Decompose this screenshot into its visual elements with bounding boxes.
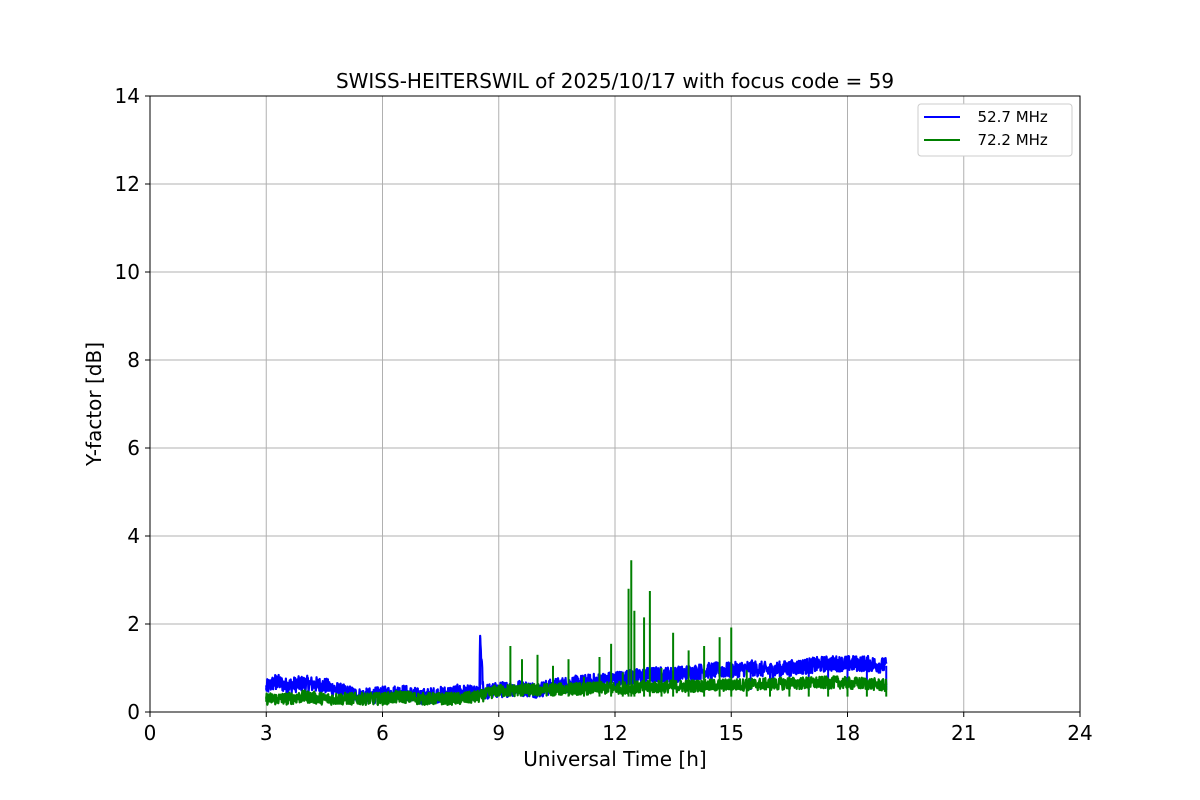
x-tick-label: 18 bbox=[835, 721, 860, 745]
x-tick-label: 24 bbox=[1067, 721, 1092, 745]
x-tick-label: 21 bbox=[951, 721, 976, 745]
series-layer bbox=[265, 560, 888, 707]
y-tick-label: 2 bbox=[127, 612, 140, 636]
y-tick-label: 0 bbox=[127, 700, 140, 724]
series-noise-band bbox=[265, 634, 888, 706]
legend-label-52-7-mhz: 52.7 MHz bbox=[968, 108, 1048, 126]
x-tick-label: 6 bbox=[376, 721, 389, 745]
x-tick-label: 15 bbox=[719, 721, 744, 745]
x-tick-label: 0 bbox=[144, 721, 157, 745]
y-tick-label: 12 bbox=[115, 172, 140, 196]
y-axis-label: Y-factor [dB] bbox=[82, 342, 106, 467]
x-tick-label: 12 bbox=[602, 721, 627, 745]
y-tick-label: 14 bbox=[115, 84, 140, 108]
series-72-2-mhz bbox=[265, 560, 888, 707]
legend: 52.7 MHz 72.2 MHz bbox=[917, 103, 1073, 157]
legend-label-72-2-mhz: 72.2 MHz bbox=[968, 131, 1048, 149]
y-tick-label: 8 bbox=[127, 348, 140, 372]
chart-title: SWISS-HEITERSWIL of 2025/10/17 with focu… bbox=[336, 69, 894, 93]
x-tick-label: 3 bbox=[260, 721, 273, 745]
y-tick-label: 4 bbox=[127, 524, 140, 548]
x-axis-label: Universal Time [h] bbox=[523, 747, 706, 771]
x-tick-label: 9 bbox=[492, 721, 505, 745]
series-noise-band bbox=[265, 675, 888, 707]
y-tick-label: 10 bbox=[115, 260, 140, 284]
y-tick-label: 6 bbox=[127, 436, 140, 460]
